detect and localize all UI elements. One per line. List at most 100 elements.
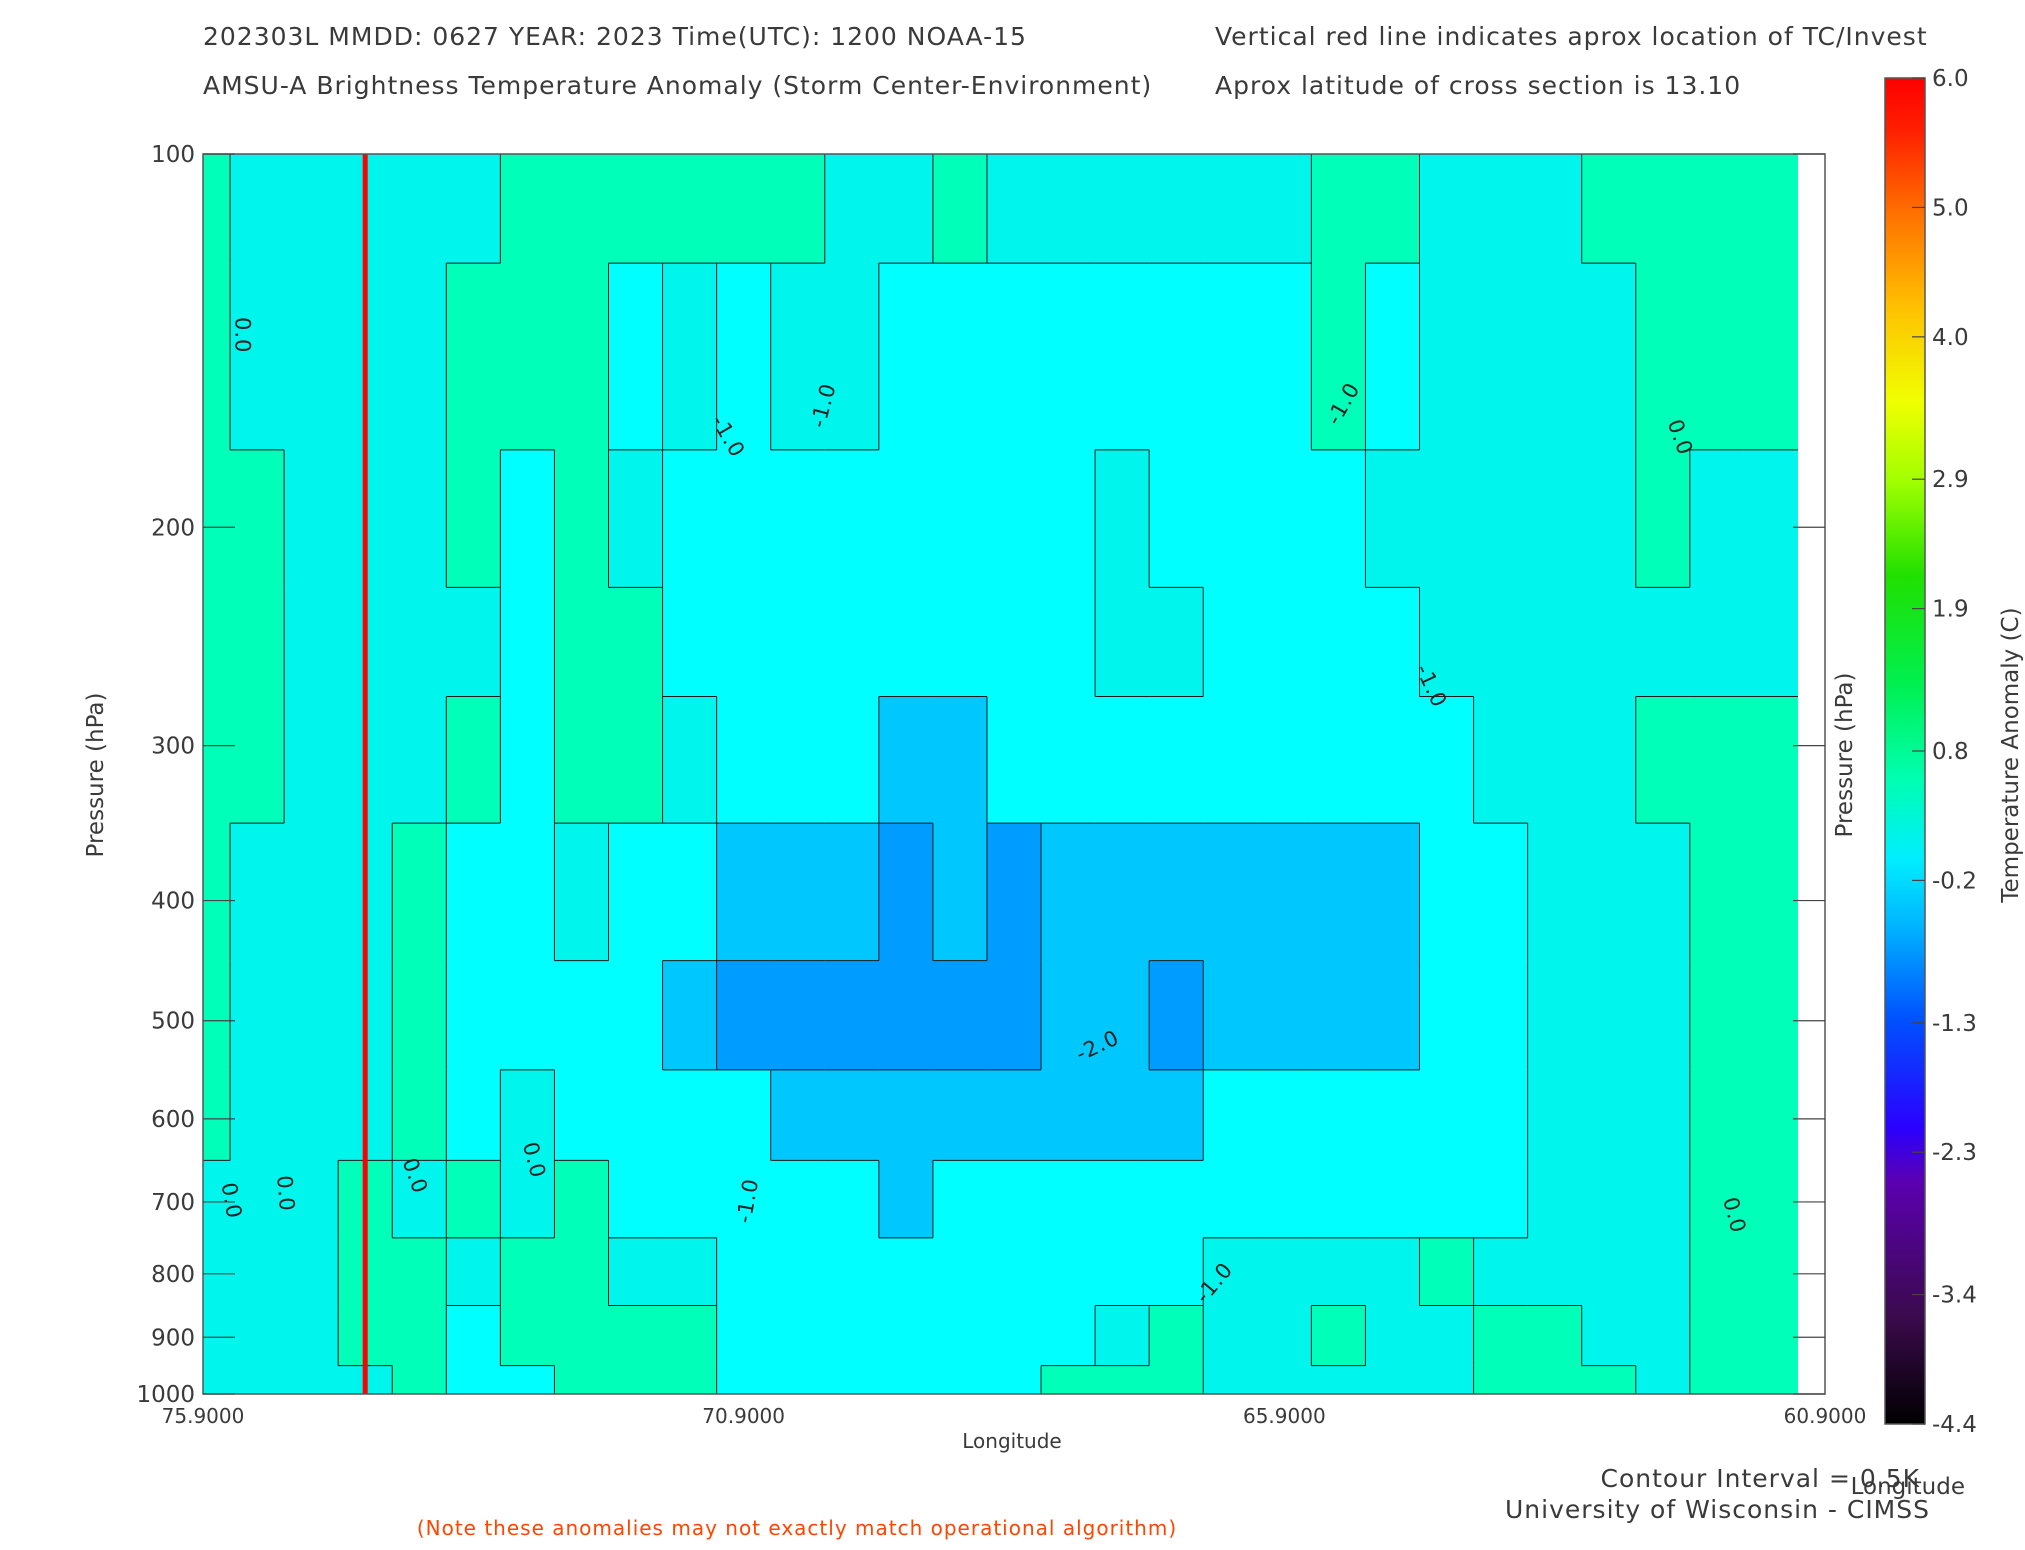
field-cell xyxy=(1689,823,1745,962)
field-cell xyxy=(1311,1365,1367,1394)
field-cell xyxy=(932,587,988,698)
field-cell xyxy=(824,154,880,264)
field-cell xyxy=(1527,696,1583,824)
field-cell xyxy=(716,587,772,698)
field-cell xyxy=(1257,263,1312,451)
field-cell xyxy=(1635,1237,1691,1307)
field-cell xyxy=(500,1069,556,1162)
field-cell xyxy=(1365,1365,1421,1394)
field-cell xyxy=(1473,1305,1529,1367)
field-cell xyxy=(1581,1160,1637,1239)
field-cell xyxy=(203,960,231,1071)
field-cell xyxy=(1689,1365,1745,1394)
field-cell xyxy=(446,449,501,588)
field-cell xyxy=(662,1069,718,1162)
field-cell xyxy=(203,1237,231,1307)
field-cell xyxy=(1527,1305,1583,1367)
field-cell xyxy=(1527,1160,1583,1239)
field-cell xyxy=(716,823,772,962)
field-cell xyxy=(824,449,880,588)
field-cell xyxy=(554,960,610,1071)
field-cell xyxy=(1635,1305,1691,1367)
field-cell xyxy=(1419,823,1475,962)
field-cell xyxy=(878,823,934,962)
field-cell xyxy=(1635,696,1691,824)
field-cell xyxy=(1257,449,1312,588)
credit-text: University of Wisconsin - CIMSS xyxy=(1505,1495,1930,1524)
field-cell xyxy=(1203,696,1258,824)
field-cell xyxy=(392,1365,447,1394)
field-cell xyxy=(716,1365,772,1394)
field-cell xyxy=(770,1305,826,1367)
field-cell xyxy=(1311,587,1367,698)
field-cell xyxy=(1149,1365,1204,1394)
field-cell xyxy=(986,1365,1042,1394)
field-cell xyxy=(230,1365,285,1394)
field-cell xyxy=(1689,263,1745,451)
field-cell xyxy=(1149,960,1204,1071)
field-cell xyxy=(392,1069,447,1162)
field-cell xyxy=(284,960,339,1071)
field-cell xyxy=(932,696,988,824)
field-cell xyxy=(1635,1365,1691,1394)
field-cell xyxy=(230,696,285,824)
field-cell xyxy=(608,1237,664,1307)
field-cell xyxy=(770,1237,826,1307)
field-cell xyxy=(716,960,772,1071)
field-cell xyxy=(230,1237,285,1307)
field-cell xyxy=(824,1305,880,1367)
field-cell xyxy=(446,154,501,264)
field-cell xyxy=(1689,1069,1745,1162)
field-cell xyxy=(770,154,826,264)
field-cell xyxy=(1149,263,1204,451)
field-cell xyxy=(1041,263,1096,451)
field-cell xyxy=(1041,696,1096,824)
field-cell xyxy=(608,1305,664,1367)
field-cell xyxy=(1311,1160,1367,1239)
field-cell xyxy=(500,960,556,1071)
field-cell xyxy=(1581,263,1637,451)
field-cell xyxy=(1203,1305,1258,1367)
field-cell xyxy=(500,449,556,588)
field-cell xyxy=(392,823,447,962)
field-cell xyxy=(1689,449,1745,588)
field-cell xyxy=(392,1237,447,1307)
field-cell xyxy=(932,154,988,264)
field-cell xyxy=(1473,696,1529,824)
field-cell xyxy=(1311,1237,1367,1307)
field-cell xyxy=(1095,1160,1150,1239)
field-cell xyxy=(770,449,826,588)
field-cell xyxy=(446,1365,501,1394)
field-cell xyxy=(1041,960,1096,1071)
colorbar-tick-label: 1.9 xyxy=(1932,597,1969,623)
field-cell xyxy=(1311,823,1367,962)
field-cell xyxy=(1041,1160,1096,1239)
colorbar-tick-label: -0.2 xyxy=(1932,868,1977,894)
field-cell xyxy=(1041,823,1096,962)
field-cell xyxy=(1581,696,1637,824)
field-cell xyxy=(203,1305,231,1367)
field-cell xyxy=(284,696,339,824)
y-tick-label: 800 xyxy=(151,1262,195,1288)
field-cell xyxy=(1311,1069,1367,1162)
colorbar-tick-label: -4.4 xyxy=(1932,1412,1977,1438)
field-cell xyxy=(1203,1365,1258,1394)
field-cell xyxy=(662,960,718,1071)
field-cell xyxy=(1743,1237,1799,1307)
field-cell xyxy=(662,1237,718,1307)
y-tick-label: 400 xyxy=(151,889,195,915)
field-cell xyxy=(1365,1160,1421,1239)
field-cell xyxy=(554,1069,610,1162)
field-cell xyxy=(1635,960,1691,1071)
field-cell xyxy=(986,263,1042,451)
field-cell xyxy=(1041,1305,1096,1367)
field-cell xyxy=(203,1069,231,1162)
field-cell xyxy=(932,1069,988,1162)
field-cell xyxy=(1257,1365,1312,1394)
field-cell xyxy=(932,1365,988,1394)
field-cell xyxy=(1689,696,1745,824)
field-cell xyxy=(1095,1365,1150,1394)
field-cell xyxy=(1419,263,1475,451)
field-cell xyxy=(554,587,610,698)
y-tick-label: 600 xyxy=(151,1107,195,1133)
